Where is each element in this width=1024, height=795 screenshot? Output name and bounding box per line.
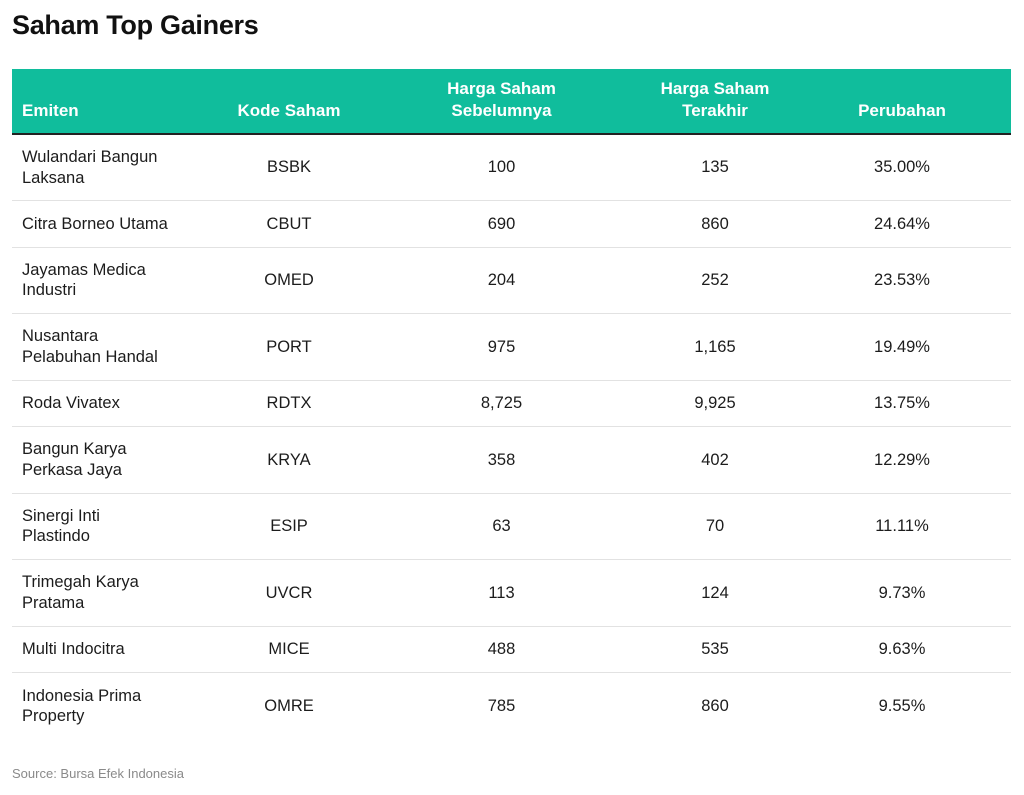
emiten-name-line: Roda Vivatex [22, 394, 120, 412]
cell-kode-saham: CBUT [212, 200, 366, 248]
cell-kode-saham: KRYA [212, 426, 366, 494]
cell-perubahan: 19.49% [793, 313, 1011, 381]
cell-perubahan: 24.64% [793, 200, 1011, 248]
cell-harga-sebelumnya: 488 [366, 626, 637, 673]
cell-emiten: Sinergi Inti Plastindo [12, 493, 212, 560]
cell-emiten: Bangun Karya Perkasa Jaya [12, 426, 212, 494]
table-row: Indonesia Prima Property OMRE 785 860 9.55% [12, 673, 1011, 740]
cell-harga-sebelumnya: 63 [366, 493, 637, 560]
cell-kode-saham: OMED [212, 247, 366, 314]
emiten-name-line: Jayamas Medica [22, 260, 146, 279]
cell-harga-terakhir: 1,165 [637, 313, 793, 381]
emiten-name-line: Plastindo [22, 527, 90, 546]
cell-harga-terakhir: 70 [637, 493, 793, 560]
cell-kode-saham: ESIP [212, 493, 366, 560]
cell-harga-sebelumnya: 785 [487, 696, 516, 715]
emiten-name-line: Pratama [22, 593, 85, 612]
cell-perubahan: 13.75% [793, 380, 1011, 427]
cell-emiten: Jayamas Medica Industri [12, 247, 212, 314]
column-header-harga-terakhir: Harga Saham Terakhir [637, 69, 793, 135]
table-row: Jayamas Medica Industri OMED 204 252 23.53% [12, 247, 1011, 314]
emiten-name-line: Nusantara [22, 327, 99, 346]
emiten-name-line: Laksana [22, 168, 85, 187]
table-row: Citra Borneo Utama CBUT 690 860 24.64% [12, 200, 1011, 248]
cell-perubahan: 35.00% [793, 134, 1011, 201]
table-row: Trimegah Karya Pratama UVCR 113 124 9.73% [12, 559, 1011, 627]
emiten-name-line: Bangun Karya [22, 440, 127, 459]
emiten-name-line: Perkasa Jaya [22, 460, 122, 479]
source-note: Source: Bursa Efek Indonesia [12, 766, 184, 781]
table-row: Nusantara Pelabuhan Handal PORT 975 1,165 19.… [12, 313, 1011, 381]
cell-kode-saham: MICE [212, 626, 366, 673]
cell-harga-terakhir: 135 [637, 134, 793, 201]
column-header-harga-sebelumnya: Harga Saham Sebelumnya [366, 69, 637, 135]
cell-perubahan: 9.63% [793, 626, 1011, 673]
emiten-name-line: Pelabuhan Handal [22, 347, 158, 366]
cell-kode-saham: UVCR [212, 559, 366, 627]
cell-harga-sebelumnya: 358 [366, 426, 637, 494]
column-header-perubahan: Perubahan [793, 69, 1011, 135]
cell-harga-terakhir: 402 [637, 426, 793, 494]
table-row: Bangun Karya Perkasa Jaya KRYA 358 402 12.29% [12, 426, 1011, 494]
cell-kode-saham: PORT [212, 313, 366, 381]
cell-harga-sebelumnya: 975 [366, 313, 637, 381]
chart-title: Saham Top Gainers [12, 10, 259, 40]
header-label-line: Harga Saham [447, 79, 556, 98]
emiten-name-line: Wulandari Bangun [22, 148, 158, 166]
cell-harga-sebelumnya: 204 [366, 247, 637, 314]
header-label-line: Harga Saham [660, 79, 770, 98]
cell-perubahan: 12.29% [793, 426, 1011, 494]
cell-emiten: Trimegah Karya Pratama [12, 559, 212, 627]
header-label-line: Perubahan [858, 101, 946, 120]
cell-harga-terakhir: 535 [637, 626, 793, 673]
cell-perubahan: 9.55% [878, 696, 926, 715]
emiten-name-line: Indonesia Prima [22, 686, 142, 705]
cell-harga-terakhir: 124 [637, 559, 793, 627]
cell-harga-sebelumnya: 113 [366, 559, 637, 627]
table-row: Wulandari Bangun Laksana BSBK 100 135 35.00% [12, 134, 1011, 201]
cell-kode-saham: RDTX [212, 380, 366, 427]
cell-emiten: Multi Indocitra [12, 626, 212, 673]
table-header: Emiten Kode Saham Harga Saham Sebelumnya Har… [12, 69, 1011, 135]
cell-emiten: Nusantara Pelabuhan Handal [12, 313, 212, 381]
cell-emiten: Citra Borneo Utama [12, 200, 212, 248]
header-label-line: Kode Saham [237, 101, 341, 120]
cell-perubahan: 11.11% [793, 493, 1011, 560]
cell-harga-sebelumnya: 100 [366, 134, 637, 201]
table-body: Wulandari Bangun Laksana BSBK 100 135 35.00% C… [12, 134, 1011, 739]
emiten-name-line: Sinergi Inti [22, 506, 100, 525]
cell-emiten: Roda Vivatex [12, 380, 212, 427]
gainers-table-container: Emiten Kode Saham Harga Saham Sebelumnya Har… [12, 69, 1011, 739]
table-row: Multi Indocitra MICE 488 535 9.63% [12, 626, 1011, 673]
column-header-kode-saham: Kode Saham [212, 69, 366, 135]
emiten-name-line: Trimegah Karya [22, 573, 139, 592]
cell-harga-terakhir: 252 [637, 247, 793, 314]
cell-harga-terakhir: 860 [637, 200, 793, 248]
table-row: Roda Vivatex RDTX 8,725 9,925 13.75% [12, 380, 1011, 427]
cell-emiten: Wulandari Bangun Laksana [12, 134, 212, 201]
cell-harga-terakhir: 9,925 [637, 380, 793, 427]
column-header-emiten: Emiten [12, 69, 212, 135]
cell-harga-terakhir: 860 [701, 696, 729, 715]
header-row: Emiten Kode Saham Harga Saham Sebelumnya Har… [12, 69, 1011, 135]
cell-perubahan: 23.53% [793, 247, 1011, 314]
cell-harga-sebelumnya: 690 [366, 200, 637, 248]
gainers-table: Emiten Kode Saham Harga Saham Sebelumnya Har… [12, 69, 1011, 739]
cell-kode-saham: OMRE [264, 696, 314, 715]
cell-perubahan: 9.73% [793, 559, 1011, 627]
header-label-line: Sebelumnya [451, 101, 552, 120]
header-label-line: Terakhir [682, 101, 748, 120]
emiten-name-line: Multi Indocitra [22, 640, 125, 658]
emiten-name-line: Property [22, 707, 85, 725]
emiten-name-line: Industri [22, 281, 77, 300]
cell-emiten: Indonesia Prima Property [12, 673, 212, 740]
header-label-line: Emiten [22, 101, 79, 120]
cell-harga-sebelumnya: 8,725 [366, 380, 637, 427]
table-row: Sinergi Inti Plastindo ESIP 63 70 11.11% [12, 493, 1011, 560]
cell-kode-saham: BSBK [212, 134, 366, 201]
emiten-name-line: Citra Borneo Utama [22, 214, 168, 233]
